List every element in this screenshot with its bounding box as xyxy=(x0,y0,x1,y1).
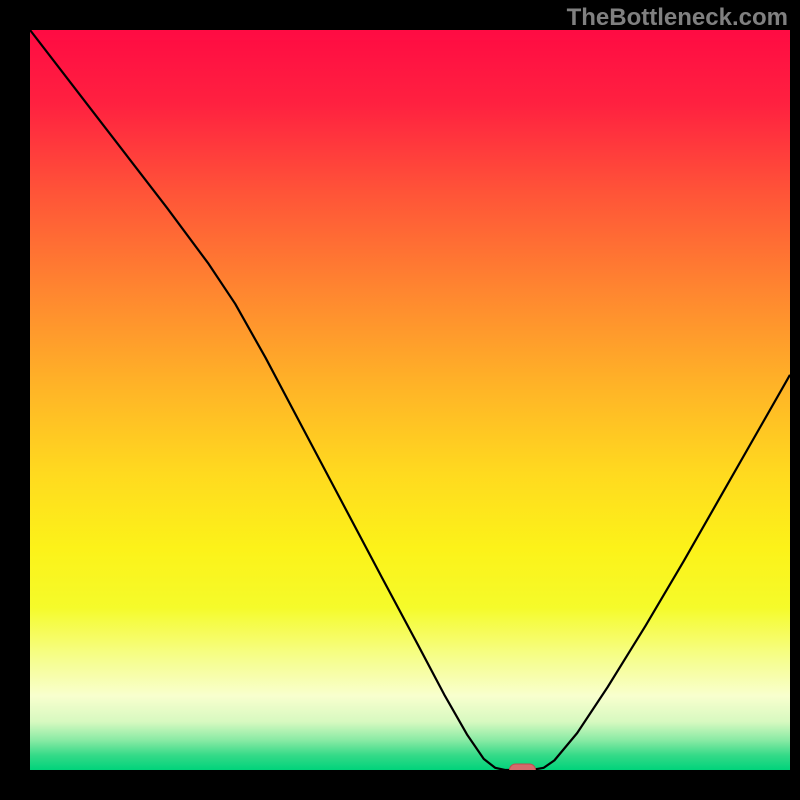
bottleneck-chart xyxy=(30,30,790,770)
chart-frame: TheBottleneck.com xyxy=(0,0,800,800)
optimal-point-marker xyxy=(509,764,535,770)
watermark-text: TheBottleneck.com xyxy=(567,4,788,32)
gradient-background xyxy=(30,30,790,770)
